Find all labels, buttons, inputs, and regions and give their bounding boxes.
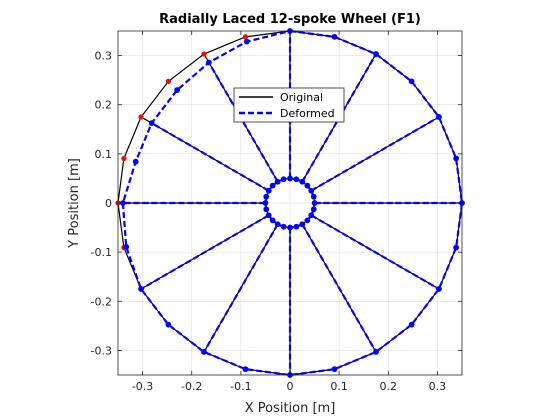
node-marker (287, 224, 293, 231)
node-marker (299, 221, 306, 228)
node-marker (263, 193, 270, 200)
y-tick-label: 0 (105, 197, 112, 210)
spoke-line (140, 214, 270, 290)
node-marker (293, 176, 300, 183)
legend-box (233, 87, 345, 123)
spoke-line (310, 214, 440, 290)
legend-label-deformed: Deformed (280, 107, 335, 120)
node-marker (263, 206, 270, 213)
node-marker (453, 244, 460, 251)
node-marker (287, 175, 293, 182)
node-marker (265, 187, 272, 194)
y-tick-label: -0.3 (91, 344, 112, 357)
node-marker (331, 366, 338, 373)
node-marker (201, 51, 207, 57)
spoke-line (151, 122, 270, 192)
legend: Original Deformed (233, 87, 345, 123)
node-marker (304, 182, 311, 189)
x-tick-label: -0.1 (230, 380, 251, 393)
spoke-line (301, 223, 377, 353)
node-marker (299, 178, 306, 185)
node-marker (274, 221, 281, 228)
node-marker (165, 321, 172, 328)
spoke-line (203, 223, 279, 353)
node-marker (408, 321, 415, 328)
node-marker (373, 51, 379, 57)
x-tick-label: -0.3 (132, 380, 153, 393)
node-marker (138, 286, 144, 292)
node-marker (310, 206, 317, 213)
node-marker (308, 187, 315, 194)
node-marker (242, 366, 249, 373)
node-marker (148, 120, 155, 127)
node-marker (132, 158, 139, 165)
y-tick-label: 0.1 (95, 148, 113, 161)
x-tick-label: -0.2 (181, 380, 202, 393)
y-tick-label: -0.1 (91, 246, 112, 259)
y-tick-label: -0.2 (91, 295, 112, 308)
node-marker (243, 38, 250, 45)
node-marker (311, 200, 318, 206)
x-tick-label: 0 (287, 380, 294, 393)
x-tick-label: 0.1 (330, 380, 348, 393)
node-marker (373, 349, 379, 355)
node-marker (408, 78, 415, 85)
legend-label-original: Original (280, 91, 323, 104)
wheel-deformed (120, 28, 465, 378)
x-tick-label: 0.3 (429, 380, 447, 393)
node-marker (436, 286, 442, 292)
node-marker (269, 217, 276, 224)
y-axis-label: Y Position [m] (67, 158, 82, 249)
node-marker (280, 176, 287, 183)
node-marker (269, 182, 276, 189)
spoke-line (310, 116, 440, 192)
node-marker (138, 114, 144, 120)
node-marker (453, 155, 460, 162)
node-marker (121, 155, 127, 162)
node-marker (165, 78, 171, 84)
node-marker (310, 193, 317, 200)
node-marker (293, 223, 300, 230)
x-axis-label: X Position [m] (245, 401, 336, 416)
node-marker (274, 178, 281, 185)
node-marker (242, 34, 249, 40)
node-marker (265, 212, 272, 219)
node-marker (174, 87, 180, 93)
y-tick-label: 0.3 (95, 50, 113, 63)
node-marker (308, 212, 315, 219)
node-marker (120, 200, 126, 206)
node-marker (206, 59, 212, 66)
y-tick-label: 0.2 (95, 99, 113, 112)
node-marker (331, 33, 338, 40)
x-tick-label: 0.2 (380, 380, 398, 393)
node-marker (280, 223, 287, 230)
node-marker (304, 217, 311, 224)
chart-title: Radially Laced 12-spoke Wheel (F1) (159, 12, 421, 27)
ticks: -0.3 -0.2 -0.1 0 0.1 0.2 0.3 -0.3 -0.2 -0.1 0 0.1 0.… (91, 31, 462, 393)
node-marker (123, 243, 130, 250)
node-marker (201, 349, 207, 355)
node-marker (436, 114, 442, 120)
node-marker (262, 200, 269, 206)
